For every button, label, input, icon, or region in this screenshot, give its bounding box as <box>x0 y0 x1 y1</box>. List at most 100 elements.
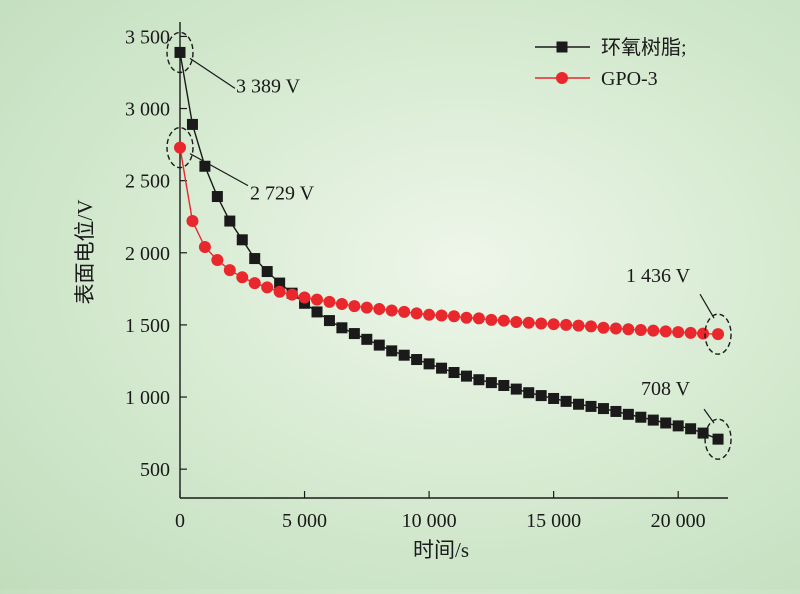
data-point <box>684 326 697 339</box>
annotation-ellipse <box>704 313 732 355</box>
legend-marker <box>556 41 568 53</box>
annotation-ellipse <box>166 126 194 169</box>
data-point <box>548 392 560 404</box>
data-point <box>697 327 710 340</box>
data-point <box>236 234 248 246</box>
annotation-label: 2 729 V <box>250 183 315 205</box>
data-point <box>622 408 634 420</box>
x-tick-label: 10 000 <box>402 510 457 532</box>
legend-item-0: 环氧树脂; <box>535 36 687 59</box>
data-point <box>560 318 573 331</box>
annotation-ellipse <box>704 418 732 460</box>
data-point <box>560 395 572 407</box>
data-point <box>510 316 523 329</box>
data-point <box>323 295 336 308</box>
data-point <box>522 316 535 329</box>
y-tick-label: 2 000 <box>125 243 170 265</box>
data-point <box>585 400 597 412</box>
legend-label: 环氧树脂; <box>601 36 687 59</box>
data-point <box>248 277 261 290</box>
data-point <box>460 311 473 324</box>
data-point <box>311 306 323 318</box>
data-point <box>510 383 522 395</box>
axes: 500 1 000 1 500 2 000 2 500 3 000 3 500 0 5 000 1… <box>125 22 728 532</box>
x-tick-label: 15 000 <box>526 510 581 532</box>
data-point <box>224 215 236 227</box>
data-point <box>423 308 436 321</box>
data-point <box>386 345 398 357</box>
series-0 <box>174 46 724 445</box>
data-point <box>423 358 435 370</box>
data-point <box>660 417 672 429</box>
data-point <box>186 215 199 228</box>
data-point <box>211 254 224 266</box>
data-point <box>572 319 585 332</box>
data-point <box>685 423 697 435</box>
data-point <box>435 309 448 322</box>
data-point <box>712 433 724 445</box>
series-1 <box>174 141 725 341</box>
y-tick-label: 1 000 <box>125 387 170 409</box>
data-point <box>410 307 423 320</box>
data-point <box>573 398 585 410</box>
data-point <box>697 427 709 439</box>
data-point <box>274 277 286 289</box>
data-point <box>199 160 211 172</box>
data-point <box>361 333 373 345</box>
series-layer <box>174 46 725 445</box>
y-axis-title: 表面电位/V <box>73 200 97 305</box>
legend-item-1: GPO-3 <box>535 68 658 90</box>
data-point <box>198 241 211 254</box>
annotation-ellipse <box>166 31 194 74</box>
data-point <box>261 281 274 294</box>
data-point <box>211 191 223 203</box>
data-point <box>385 304 398 317</box>
data-point <box>535 317 548 330</box>
x-axis-title: 时间/s <box>413 538 469 562</box>
data-point <box>498 379 510 391</box>
data-point <box>634 323 647 336</box>
y-tick-label: 3 000 <box>125 99 170 121</box>
annotation-leader <box>699 293 715 319</box>
legend-marker <box>556 72 568 84</box>
legend-label: GPO-3 <box>601 68 658 90</box>
data-point <box>448 367 460 379</box>
annotation-leader <box>189 57 236 89</box>
data-point <box>249 253 261 265</box>
data-point <box>672 326 685 339</box>
data-point <box>261 266 273 278</box>
data-point <box>336 322 348 334</box>
data-point <box>635 411 647 423</box>
data-point <box>610 405 622 417</box>
annotations: 3 389 V 2 729 V 1 436 V 708 V <box>166 31 732 460</box>
data-point <box>236 271 249 284</box>
series-line <box>179 52 719 440</box>
data-point <box>298 291 311 304</box>
data-point <box>411 354 423 366</box>
data-point <box>535 390 547 402</box>
data-point <box>223 264 236 277</box>
data-point <box>448 310 460 323</box>
y-tick-label: 3 500 <box>125 26 170 48</box>
data-point <box>335 297 348 310</box>
annotation-leader <box>189 153 249 187</box>
data-point <box>485 313 498 326</box>
data-point <box>348 300 361 313</box>
data-point <box>398 305 411 318</box>
data-point <box>597 403 609 415</box>
series-line <box>179 147 719 335</box>
data-point <box>174 46 186 58</box>
data-point <box>436 362 448 374</box>
data-point <box>398 349 410 361</box>
y-tick-label: 1 500 <box>125 315 170 337</box>
data-point <box>712 328 725 341</box>
data-point <box>659 325 672 338</box>
x-tick-label: 0 <box>175 510 185 532</box>
y-tick-label: 500 <box>140 459 170 481</box>
data-point <box>597 321 610 334</box>
data-point <box>373 339 385 351</box>
data-point <box>323 315 335 327</box>
legend: 环氧树脂; GPO-3 <box>535 36 687 90</box>
data-point <box>186 118 198 130</box>
